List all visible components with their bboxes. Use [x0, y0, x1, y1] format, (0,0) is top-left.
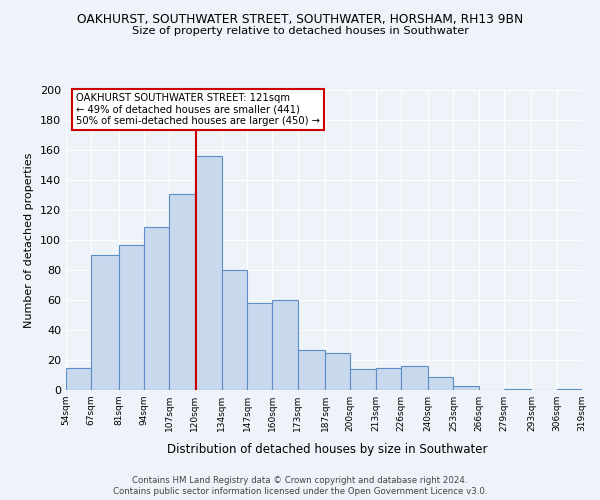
Text: Distribution of detached houses by size in Southwater: Distribution of detached houses by size …: [167, 442, 487, 456]
Text: OAKHURST SOUTHWATER STREET: 121sqm
← 49% of detached houses are smaller (441)
50: OAKHURST SOUTHWATER STREET: 121sqm ← 49%…: [76, 93, 320, 126]
Text: Size of property relative to detached houses in Southwater: Size of property relative to detached ho…: [131, 26, 469, 36]
Text: OAKHURST, SOUTHWATER STREET, SOUTHWATER, HORSHAM, RH13 9BN: OAKHURST, SOUTHWATER STREET, SOUTHWATER,…: [77, 12, 523, 26]
Bar: [247, 303, 272, 390]
Bar: [144, 226, 169, 390]
Bar: [401, 366, 428, 390]
Y-axis label: Number of detached properties: Number of detached properties: [25, 152, 34, 328]
Bar: [325, 352, 350, 390]
Text: Contains HM Land Registry data © Crown copyright and database right 2024.: Contains HM Land Registry data © Crown c…: [132, 476, 468, 485]
Bar: [194, 156, 222, 390]
Bar: [454, 386, 479, 390]
Bar: [350, 369, 376, 390]
Bar: [66, 368, 91, 390]
Bar: [222, 270, 247, 390]
Bar: [272, 300, 298, 390]
Text: Contains public sector information licensed under the Open Government Licence v3: Contains public sector information licen…: [113, 488, 487, 496]
Bar: [91, 255, 119, 390]
Bar: [504, 388, 532, 390]
Bar: [298, 350, 325, 390]
Bar: [376, 368, 401, 390]
Bar: [169, 194, 194, 390]
Bar: [428, 376, 454, 390]
Bar: [557, 388, 582, 390]
Bar: [119, 244, 144, 390]
